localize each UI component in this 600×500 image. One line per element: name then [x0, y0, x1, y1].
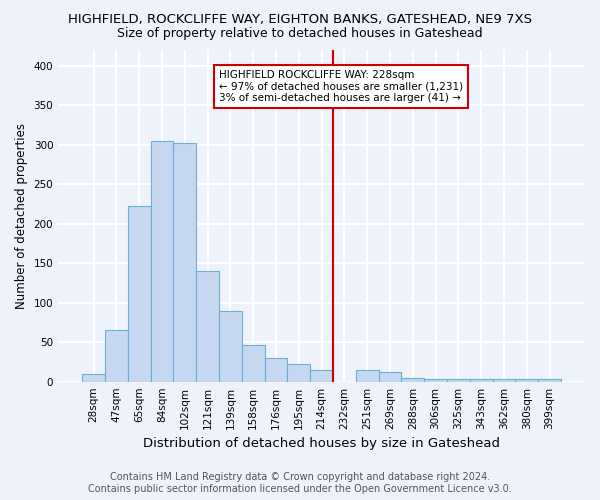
Bar: [287, 364, 310, 382]
Bar: [424, 380, 447, 382]
Bar: [310, 370, 333, 382]
X-axis label: Distribution of detached houses by size in Gateshead: Distribution of detached houses by size …: [143, 437, 500, 450]
Bar: [151, 141, 173, 382]
Text: Size of property relative to detached houses in Gateshead: Size of property relative to detached ho…: [117, 28, 483, 40]
Bar: [128, 206, 151, 382]
Text: HIGHFIELD, ROCKCLIFFE WAY, EIGHTON BANKS, GATESHEAD, NE9 7XS: HIGHFIELD, ROCKCLIFFE WAY, EIGHTON BANKS…: [68, 12, 532, 26]
Bar: [242, 346, 265, 382]
Bar: [105, 330, 128, 382]
Bar: [401, 378, 424, 382]
Bar: [379, 372, 401, 382]
Bar: [82, 374, 105, 382]
Bar: [493, 380, 515, 382]
Bar: [515, 380, 538, 382]
Bar: [173, 143, 196, 382]
Text: Contains HM Land Registry data © Crown copyright and database right 2024.
Contai: Contains HM Land Registry data © Crown c…: [88, 472, 512, 494]
Bar: [538, 380, 561, 382]
Text: HIGHFIELD ROCKCLIFFE WAY: 228sqm
← 97% of detached houses are smaller (1,231)
3%: HIGHFIELD ROCKCLIFFE WAY: 228sqm ← 97% o…: [219, 70, 463, 103]
Bar: [196, 271, 219, 382]
Bar: [265, 358, 287, 382]
Bar: [470, 380, 493, 382]
Bar: [356, 370, 379, 382]
Y-axis label: Number of detached properties: Number of detached properties: [15, 123, 28, 309]
Bar: [219, 310, 242, 382]
Bar: [447, 380, 470, 382]
